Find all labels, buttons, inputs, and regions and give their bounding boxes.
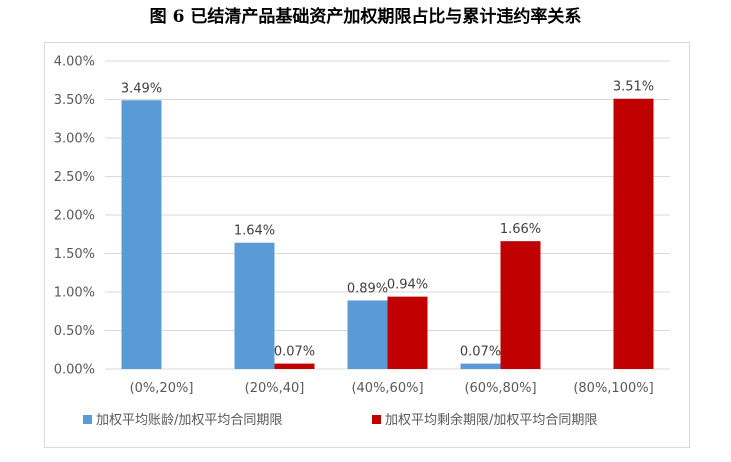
data-label: 1.64% (234, 224, 275, 239)
bar-age-ratio (460, 363, 501, 369)
grid-lines (105, 60, 670, 331)
bar-remaining-ratio (500, 241, 541, 369)
bar-age-ratio (347, 300, 388, 369)
x-tick-label: (20%,40] (245, 381, 305, 396)
data-label: 3.51% (613, 80, 654, 95)
legend: 加权平均账龄/加权平均合同期限 加权平均剩余期限/加权平均合同期限 (83, 412, 597, 428)
legend-swatch (372, 415, 381, 424)
bar-age-ratio (121, 100, 162, 370)
legend-swatch (83, 415, 92, 424)
axes: 0.00% 0.50% 1.00% 1.50% 2.00% 2.50% 3.00% 3.50%… (54, 55, 670, 396)
y-tick-label: 0.00% (54, 363, 95, 378)
bar-remaining-ratio (613, 98, 654, 369)
data-label: 3.49% (121, 81, 162, 96)
y-tick-label: 0.50% (54, 324, 95, 339)
x-tick-label: (80%,100%] (573, 381, 653, 396)
legend-label: 加权平均剩余期限/加权平均合同期限 (385, 412, 597, 428)
legend-label: 加权平均账龄/加权平均合同期限 (96, 412, 282, 428)
data-label: 0.07% (274, 345, 315, 360)
data-label: 1.66% (500, 222, 541, 237)
y-tick-label: 3.50% (54, 93, 95, 108)
y-tick-label: 4.00% (54, 55, 95, 70)
data-label: 0.07% (460, 345, 501, 360)
x-tick-label: (60%,80%] (464, 381, 536, 396)
data-label: 0.94% (387, 278, 428, 293)
y-tick-label: 2.50% (54, 170, 95, 185)
y-tick-label: 1.00% (54, 286, 95, 301)
data-label: 0.89% (347, 281, 388, 296)
bars (121, 98, 654, 370)
y-tick-label: 2.00% (54, 209, 95, 224)
bar-remaining-ratio (274, 363, 315, 369)
y-tick-label: 3.00% (54, 132, 95, 147)
y-tick-label: 1.50% (54, 247, 95, 262)
chart-title: 图 6 已结清产品基础资产加权期限占比与累计违约率关系 (149, 7, 582, 27)
x-tick-label: (0%,20%] (130, 381, 194, 396)
bar-age-ratio (234, 242, 275, 369)
x-tick-label: (40%,60%] (351, 381, 423, 396)
bar-remaining-ratio (387, 296, 428, 369)
data-labels: 3.49% 1.64% 0.07% 0.89%0.94% 0.07% 1.66% 3.51% (121, 80, 654, 360)
